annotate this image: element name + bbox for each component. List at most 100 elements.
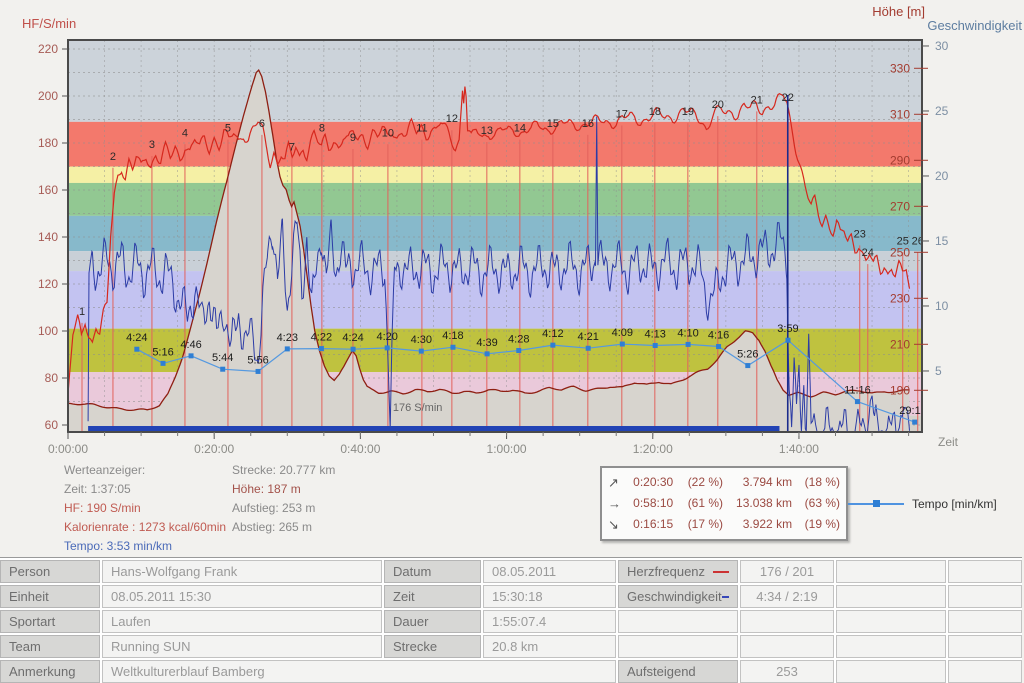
pace-label: 4:21 (577, 331, 598, 343)
table-cell (836, 610, 946, 633)
info-line: Werteanzeiger: (64, 463, 146, 477)
table-cell: Hans-Wolfgang Frank (102, 560, 382, 583)
hr-zone-band (68, 121, 922, 167)
split-time-pct: (17 %) (687, 517, 724, 531)
tempo-marker (450, 344, 456, 350)
speed-tick-label: 5 (935, 364, 942, 378)
tempo-marker (418, 348, 424, 354)
time-tick-label: 1:40:00 (779, 442, 819, 455)
lap-number: 12 (446, 113, 458, 125)
alt-tick-label: 190 (890, 383, 910, 397)
table-label: Person (9, 564, 51, 579)
speed-axis-title: Geschwindigkeit (927, 18, 1022, 33)
table-cell (836, 560, 946, 583)
alt-axis-title: Höhe [m] (872, 4, 925, 19)
hr-zone-band (68, 40, 922, 122)
pace-label: 11:16 (844, 385, 871, 397)
series-color-dash-icon (713, 570, 729, 573)
speed-tick-label: 10 (935, 299, 949, 313)
slope-arrow-icon: ↗ (608, 475, 619, 490)
hf-tick-label: 180 (38, 136, 58, 150)
split-distance-pct: (19 %) (804, 517, 840, 531)
alt-tick-label: 250 (890, 245, 910, 259)
table-cell: 4:34 / 2:19 (740, 585, 834, 608)
speed-tick-label: 30 (935, 39, 949, 53)
table-cell: Laufen (102, 610, 382, 633)
table-cell (836, 585, 946, 608)
hf-tick-label: 120 (38, 277, 58, 291)
table-label: Dauer (393, 614, 429, 629)
time-tick-label: 1:00:00 (487, 442, 527, 455)
speed-tick-label: 20 (935, 169, 949, 183)
tempo-marker (350, 346, 356, 352)
lap-number: 26 (912, 235, 924, 247)
series-color-dash-icon (721, 595, 729, 598)
hf-axis-title: HF/S/min (22, 16, 76, 31)
hf-tick-label: 160 (38, 183, 58, 197)
tempo-marker (516, 348, 522, 354)
info-line: HF: 190 S/min (64, 501, 141, 515)
value-indicator-block: Werteanzeiger: Zeit: 1:37:05 HF: 190 S/min… (64, 461, 226, 556)
speed-tick-label: 15 (935, 234, 949, 248)
table-cell: Geschwindigkeit (618, 585, 738, 608)
lap-number: 8 (319, 123, 325, 135)
lap-number: 20 (712, 99, 724, 111)
lap-number: 23 (854, 228, 866, 240)
tempo-legend-line-icon (848, 500, 904, 507)
speed-line (87, 116, 910, 432)
table-value: 253 (776, 664, 798, 679)
pace-label: 4:16 (708, 330, 729, 342)
pace-label: 4:22 (311, 332, 332, 344)
tempo-legend-label: Tempo [min/km] (912, 497, 997, 511)
table-cell: 1:55:07.4 (483, 610, 616, 633)
table-label: Team (9, 639, 41, 654)
table-label: Aufsteigend (627, 664, 696, 679)
info-line: Höhe: 187 m (232, 482, 301, 496)
pace-label: 4:28 (508, 334, 529, 346)
altitude-line (68, 68, 910, 412)
table-value: 15:30:18 (492, 589, 543, 604)
lap-number: 4 (182, 127, 188, 139)
tempo-marker (785, 337, 791, 343)
tempo-marker (160, 360, 166, 366)
time-tick-label: 1:20:00 (633, 442, 673, 455)
hr-zone-band (68, 251, 922, 272)
table-label: Zeit (393, 589, 415, 604)
table-cell: 08.05.2011 15:30 (102, 585, 382, 608)
table-label: Einheit (9, 589, 49, 604)
hr-zone-band (68, 166, 922, 183)
alt-tick-label: 230 (890, 291, 910, 305)
lap-number: 17 (616, 109, 628, 121)
split-distance: 13.038 km (736, 496, 793, 510)
split-time-pct: (61 %) (687, 496, 724, 510)
chart-plot-area[interactable] (67, 39, 923, 433)
alt-tick-label: 210 (890, 337, 910, 351)
table-cell: Aufsteigend (618, 660, 738, 683)
pace-label: 3:59 (777, 323, 798, 335)
pace-label: 5:44 (212, 352, 233, 364)
tempo-legend: Tempo [min/km] (848, 497, 997, 511)
table-cell: Sportart (0, 610, 100, 633)
tempo-marker (188, 353, 194, 359)
tempo-marker (284, 346, 290, 352)
slope-arrow-icon: ↘ (608, 517, 619, 532)
split-row: ↘ 0:16:15 (17 %) 3.922 km (19 %) (608, 514, 840, 535)
time-tick-label: 0:20:00 (194, 442, 234, 455)
pace-label: 4:09 (612, 327, 633, 339)
hf-tick-label: 60 (45, 418, 59, 432)
table-cell (948, 635, 1022, 658)
table-cell (836, 635, 946, 658)
table-value: 08.05.2011 15:30 (111, 589, 212, 604)
table-label: Anmerkung (9, 664, 76, 679)
alt-tick-label: 310 (890, 107, 910, 121)
tempo-marker (134, 346, 140, 352)
lap-number: 21 (751, 94, 763, 106)
tempo-marker (220, 366, 226, 372)
alt-tick-label: 270 (890, 199, 910, 213)
alt-tick-label: 290 (890, 153, 910, 167)
lap-number: 3 (149, 139, 155, 151)
table-cell: 15:30:18 (483, 585, 616, 608)
table-cell (740, 610, 834, 633)
table-label: Geschwindigkeit (627, 589, 722, 604)
table-cell: 08.05.2011 (483, 560, 616, 583)
